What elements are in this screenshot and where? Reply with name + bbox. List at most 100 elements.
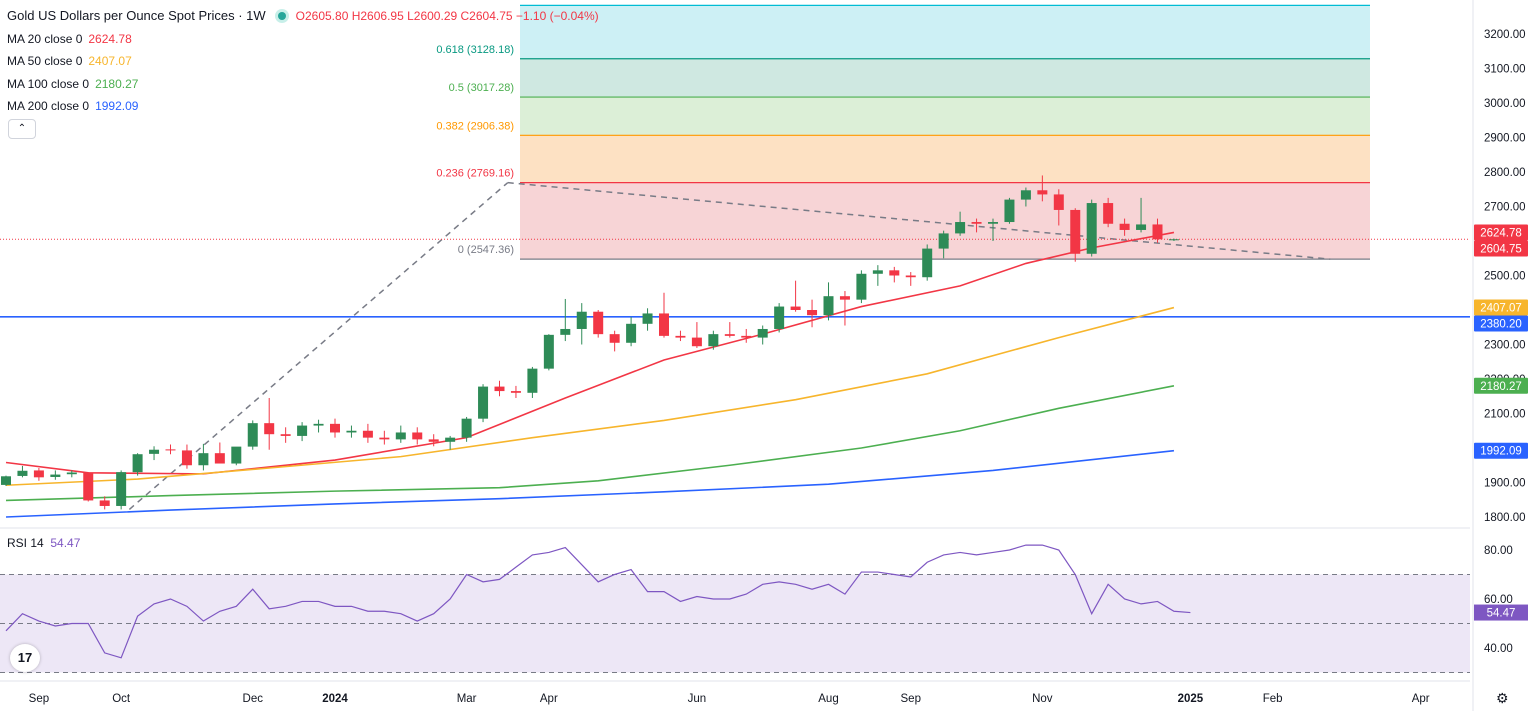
candle-body xyxy=(1119,223,1130,230)
candle-body xyxy=(116,472,127,506)
candle xyxy=(395,425,406,443)
candle-body xyxy=(988,222,998,224)
time-tick-label: Jun xyxy=(688,693,707,705)
candle-body xyxy=(675,335,686,338)
candle xyxy=(642,308,653,331)
candle-body xyxy=(33,470,44,478)
price-axis-badge: 2604.75 xyxy=(1474,240,1528,257)
ma-value: 1992.09 xyxy=(95,99,139,114)
candle-body xyxy=(1136,224,1147,230)
candle xyxy=(280,427,291,443)
price-tick-label: 2700.00 xyxy=(1484,202,1526,214)
ma-legend-row[interactable]: MA 50 close 0 2407.07 xyxy=(7,50,599,73)
rsi-tick-label: 40.00 xyxy=(1484,643,1513,655)
moving-average-line xyxy=(5,231,1175,475)
candle xyxy=(494,380,505,397)
ma-value: 2180.27 xyxy=(95,76,139,91)
candle xyxy=(1004,197,1015,224)
candle-body xyxy=(626,323,637,343)
candle-body xyxy=(50,474,61,477)
candle-body xyxy=(99,500,110,506)
candle-body xyxy=(1086,203,1097,254)
candle xyxy=(1020,187,1031,207)
price-badge-bg xyxy=(1474,442,1528,459)
time-tick-label: Sep xyxy=(901,693,921,705)
candle xyxy=(330,418,340,438)
candle xyxy=(675,330,686,342)
candle xyxy=(856,270,867,304)
ohlc-high: H2606.95 xyxy=(351,9,404,23)
candle-body xyxy=(346,430,357,433)
candle-body xyxy=(1070,209,1081,254)
candle-body xyxy=(576,311,587,329)
time-tick-label: Apr xyxy=(540,693,558,705)
candle xyxy=(807,299,818,328)
gear-icon[interactable]: ⚙ xyxy=(1496,690,1509,706)
candle xyxy=(297,422,308,442)
candle xyxy=(149,446,160,461)
ma-value: 2624.78 xyxy=(88,31,132,46)
time-tick-label: Aug xyxy=(818,693,838,705)
candle-body xyxy=(823,296,834,316)
rsi-axis-badge: 54.47 xyxy=(1474,604,1528,621)
ma-legend-row[interactable]: MA 20 close 0 2624.78 xyxy=(7,28,599,51)
candle-body xyxy=(1,476,11,485)
candle xyxy=(99,496,110,510)
rsi-tick-label: 80.00 xyxy=(1484,545,1513,557)
legend-collapse-button[interactable]: ⌃ xyxy=(8,119,36,139)
price-badge-label: 1992.09 xyxy=(1480,446,1522,458)
candle xyxy=(1037,175,1048,202)
time-tick-label: Oct xyxy=(112,693,131,705)
candle-body xyxy=(297,425,308,436)
price-axis-badge: 2624.78 xyxy=(1474,224,1528,241)
candle-body xyxy=(83,472,94,501)
candle xyxy=(839,291,850,326)
ma-legend-row[interactable]: MA 200 close 0 1992.09 xyxy=(7,95,599,118)
candle-body xyxy=(231,446,242,464)
candle xyxy=(955,211,966,236)
candle-body xyxy=(362,430,373,438)
candle xyxy=(313,419,324,433)
price-tick-label: 2100.00 xyxy=(1484,409,1526,421)
ma-value: 2407.07 xyxy=(88,54,132,69)
candle-body xyxy=(856,273,867,300)
candle-body xyxy=(181,450,192,466)
candle xyxy=(757,325,768,345)
candle xyxy=(659,292,669,338)
candle-body xyxy=(642,313,653,324)
candle-body xyxy=(132,454,143,473)
candle-body xyxy=(1053,194,1064,210)
candle-body xyxy=(922,248,933,278)
symbol-title[interactable]: Gold US Dollars per Ounce Spot Prices · … xyxy=(7,8,266,23)
chart-legend: Gold US Dollars per Ounce Spot Prices · … xyxy=(7,5,599,118)
candle-body xyxy=(264,423,275,435)
candle-body xyxy=(807,310,818,316)
candle-body xyxy=(741,335,752,338)
candle xyxy=(724,322,735,338)
candle xyxy=(1053,189,1064,226)
ma-label: MA 100 close 0 xyxy=(7,76,90,91)
candle xyxy=(560,298,571,342)
candle xyxy=(83,472,94,502)
time-tick-label: Feb xyxy=(1263,693,1283,705)
price-badge-bg xyxy=(1474,224,1528,241)
tradingview-logo[interactable]: 17 xyxy=(10,644,40,672)
price-badge-bg xyxy=(1474,240,1528,257)
fib-zone xyxy=(520,58,1370,98)
candle xyxy=(181,444,192,469)
time-tick-label: Nov xyxy=(1032,693,1053,705)
candle xyxy=(346,425,357,438)
candle-body xyxy=(428,439,439,442)
candle-body xyxy=(66,472,77,475)
candle xyxy=(231,446,242,466)
ohlc-low: L2600.29 xyxy=(407,9,458,23)
candle-body xyxy=(379,437,390,440)
candle xyxy=(790,280,801,312)
ma-legend-row[interactable]: MA 100 close 0 2180.27 xyxy=(7,73,599,96)
candle-body xyxy=(313,423,324,426)
rsi-legend[interactable]: RSI 14 54.47 xyxy=(7,536,80,550)
candle xyxy=(50,470,61,480)
candle xyxy=(1152,218,1163,243)
rsi-badge-bg xyxy=(1474,604,1528,621)
